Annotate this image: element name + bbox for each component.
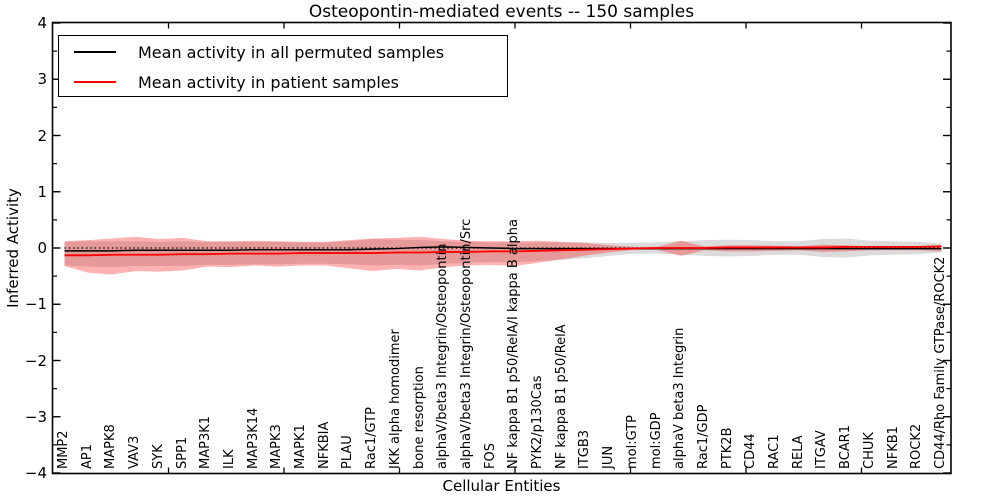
x-tick-label: bone resorption — [411, 366, 427, 469]
y-tick-label: 3 — [37, 70, 47, 89]
x-tick-label: MAPK3 — [269, 424, 285, 469]
y-tick-label: −3 — [24, 407, 47, 426]
x-tick-label: MAP3K14 — [245, 407, 261, 469]
legend-item-patient: Mean activity in patient samples — [59, 68, 507, 96]
x-tick-label: MMP2 — [56, 430, 71, 469]
y-tick-label: 0 — [37, 239, 47, 257]
x-tick-label: ILK — [221, 449, 237, 469]
x-axis-title: Cellular Entities — [442, 477, 561, 495]
y-tick-label: −2 — [24, 351, 47, 370]
y-tick-label: 1 — [37, 182, 47, 201]
x-tick-label: CD44 — [743, 433, 759, 469]
legend-line-permuted-swatch — [74, 51, 116, 53]
chart-title: Osteopontin-mediated events -- 150 sampl… — [308, 2, 695, 22]
x-tick-label: NFKBIA — [316, 421, 332, 469]
y-tick-label: 4 — [37, 14, 47, 32]
x-tick-label: CHUK — [861, 432, 877, 469]
x-tick-label: AP1 — [79, 443, 95, 469]
x-tick-label: alphaV/beta3 Integrin/Osteopontin/Src — [458, 218, 474, 469]
x-tick-label: ITGB3 — [577, 429, 593, 469]
x-tick-label: PYK2/p130Cas — [530, 375, 546, 469]
x-tick-label: PLAU — [340, 435, 356, 469]
x-tick-label: ROCK2 — [909, 423, 925, 469]
legend-line-patient-swatch — [74, 81, 116, 83]
x-tick-label: IKK alpha homodimer — [387, 329, 403, 469]
x-tick-label: SYK — [150, 444, 166, 469]
x-tick-label: NF kappa B1 p50/RelA/I kappa B alpha — [506, 219, 522, 469]
legend-item-label: Mean activity in all permuted samples — [138, 42, 445, 62]
x-tick-label: alphaV/beta3 Integrin/Osteopontin — [435, 243, 451, 469]
x-tick-label: Rac1/GDP — [695, 404, 711, 469]
legend: Mean activity in all permuted samples Me… — [58, 35, 508, 97]
x-tick-label: CD44/Rho Family GTPase/ROCK2 — [933, 256, 948, 469]
x-tick-label: ITGAV — [814, 430, 830, 469]
x-tick-label: alphaV beta3 Integrin — [672, 327, 688, 469]
x-tick-label: FOS — [482, 443, 498, 469]
x-tick-label: SPP1 — [174, 436, 190, 469]
x-tick-label: MAPK1 — [293, 424, 309, 469]
x-tick-label: MAP3K1 — [198, 415, 214, 469]
y-tick-label: 2 — [37, 126, 47, 145]
x-tick-label: NFKB1 — [885, 426, 901, 469]
y-tick-label: −1 — [24, 295, 47, 314]
y-tick-label: −4 — [24, 464, 47, 482]
legend-item-permuted: Mean activity in all permuted samples — [59, 38, 507, 66]
x-tick-label: VAV3 — [127, 435, 143, 469]
x-tick-label: mol:GTP — [624, 415, 640, 469]
x-tick-label: RELA — [790, 435, 806, 469]
x-tick-label: JUN — [601, 445, 617, 469]
x-tick-label: RAC1 — [767, 434, 783, 469]
x-tick-label: Rac1/GTP — [364, 407, 380, 469]
x-tick-label: MAPK8 — [103, 424, 119, 469]
x-tick-label: BCAR1 — [838, 425, 854, 469]
x-tick-label: PTK2B — [719, 427, 735, 470]
x-tick-label: mol:GDP — [648, 412, 664, 469]
x-tick-label: NF kappa B1 p50/RelA — [553, 324, 569, 469]
legend-item-label: Mean activity in patient samples — [138, 72, 399, 92]
